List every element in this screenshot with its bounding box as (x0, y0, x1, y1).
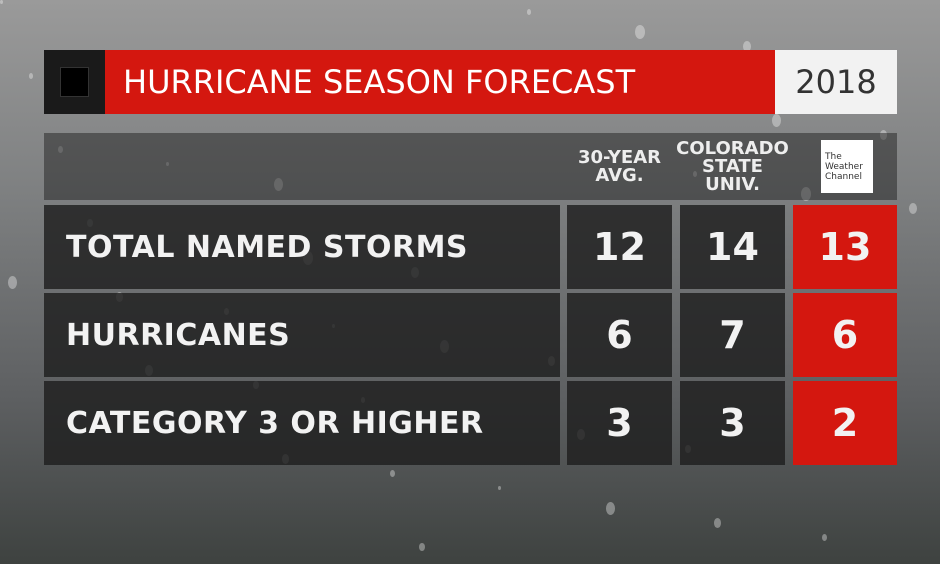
rain-drop (880, 130, 887, 140)
cell-value: 6 (793, 293, 897, 377)
rain-drop (8, 276, 17, 289)
column-header-line: STATE (702, 156, 763, 177)
header-icon (60, 67, 89, 97)
rain-drop (909, 203, 917, 215)
cell-value: 13 (793, 205, 897, 289)
column-header-line: The (825, 151, 842, 162)
header-title: HURRICANE SEASON FORECAST (105, 50, 775, 114)
rain-drop (58, 146, 63, 153)
cell-value: 3 (680, 381, 785, 465)
rain-drop (0, 0, 3, 5)
rain-drop (274, 178, 283, 191)
rain-drop (606, 502, 615, 515)
row-label: HURRICANES (44, 293, 560, 377)
rain-drop (419, 543, 425, 552)
row-label: CATEGORY 3 OR HIGHER (44, 381, 560, 465)
header-icon-box (44, 50, 105, 114)
cell-value: 12 (567, 205, 672, 289)
rain-drop (635, 25, 645, 39)
column-header-line: 30-YEAR (578, 147, 661, 168)
rain-drop (166, 162, 169, 167)
rain-drop (29, 73, 33, 79)
cell-value: 7 (680, 293, 785, 377)
column-header-line: COLORADO (676, 138, 789, 159)
cell-value: 14 (680, 205, 785, 289)
column-header-line: UNIV. (705, 174, 760, 195)
column-header-line: Weather (825, 161, 863, 172)
cell-value: 3 (567, 381, 672, 465)
cell-value: 6 (567, 293, 672, 377)
rain-drop (693, 171, 697, 177)
logo: The Weather Channel (821, 140, 873, 193)
header-year: 2018 (775, 50, 897, 114)
rain-drop (822, 534, 827, 541)
rain-drop (390, 470, 395, 477)
rain-drop (772, 114, 781, 127)
rain-drop (801, 187, 811, 201)
column-header: COLORADO STATE UNIV. (674, 138, 791, 196)
rain-drop (498, 486, 501, 491)
column-header-line: AVG. (595, 165, 644, 186)
column-header: 30-YEAR AVG. (561, 138, 678, 196)
column-header-line: Channel (825, 171, 862, 182)
column-header-band (44, 133, 897, 200)
row-label: TOTAL NAMED STORMS (44, 205, 560, 289)
rain-drop (527, 9, 531, 15)
rain-drop (743, 41, 751, 53)
rain-drop (714, 518, 721, 528)
cell-value: 2 (793, 381, 897, 465)
